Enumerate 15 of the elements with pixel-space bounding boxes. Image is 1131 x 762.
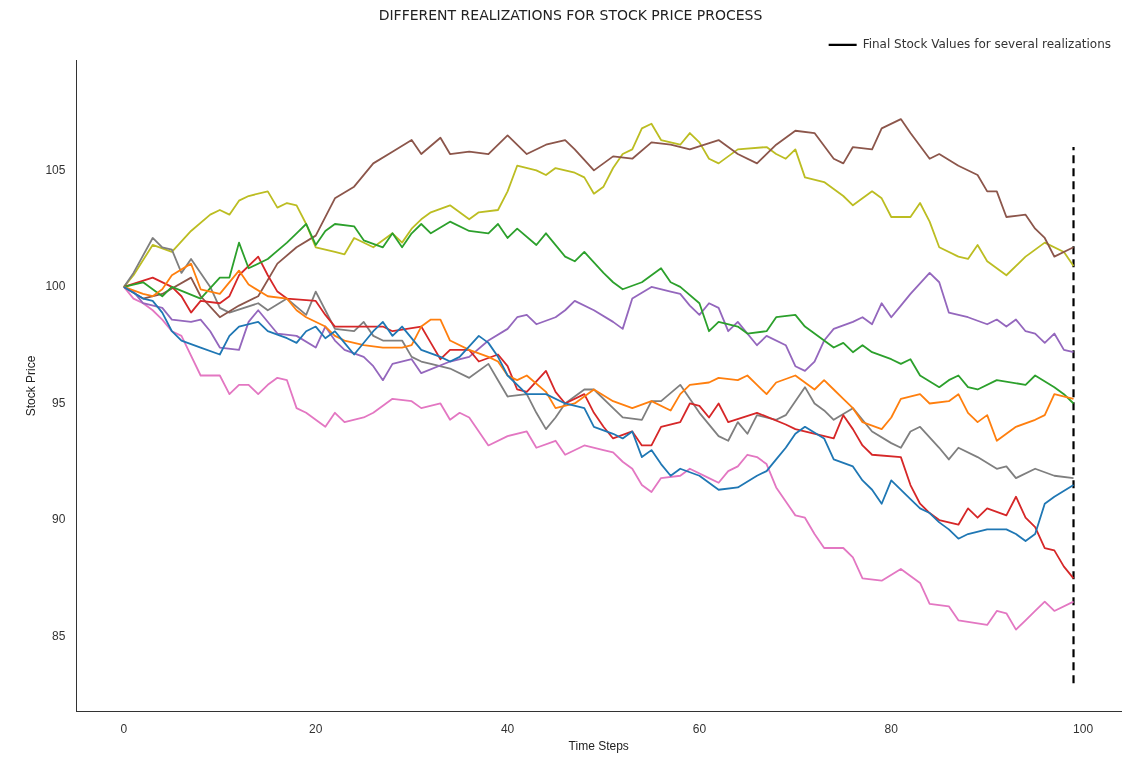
x-tick-label: 0 — [120, 721, 128, 736]
x-tick-label: 100 — [1073, 721, 1094, 736]
y-tick-label: 95 — [52, 395, 66, 410]
chart-title: DIFFERENT REALIZATIONS FOR STOCK PRICE PROCESS — [378, 7, 763, 24]
legend-label: Final Stock Values for several realizations — [862, 36, 1112, 51]
y-axis-title: Stock Price — [23, 355, 38, 417]
x-tick-label: 20 — [309, 721, 323, 736]
y-tick-label: 100 — [45, 279, 66, 294]
x-tick-label: 80 — [884, 721, 899, 736]
x-axis-title: Time Steps — [568, 739, 629, 754]
y-tick-label: 85 — [52, 628, 66, 643]
y-tick-label: 105 — [45, 162, 66, 177]
y-tick-label: 90 — [52, 512, 66, 527]
x-tick-label: 60 — [692, 721, 707, 736]
x-tick-label: 40 — [500, 721, 515, 736]
